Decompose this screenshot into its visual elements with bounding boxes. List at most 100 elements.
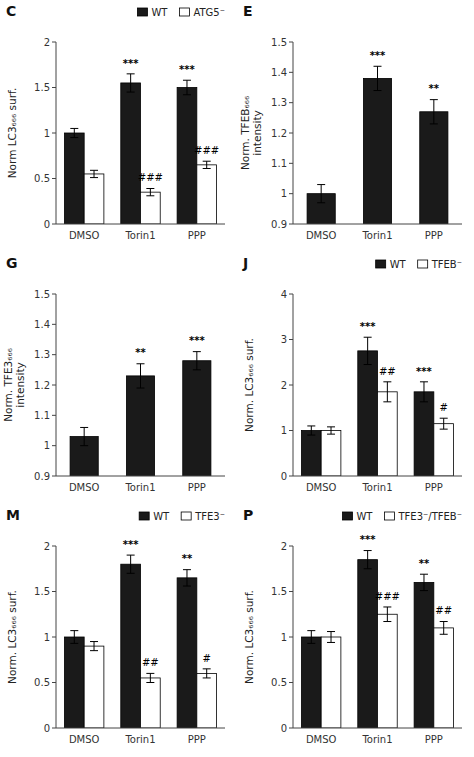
y-tick [52,294,56,295]
y-axis-line [56,42,57,224]
significance-label: *** [416,366,432,377]
x-tick-label: DMSO [306,482,337,493]
legend-swatch [418,260,428,268]
y-tick [52,324,56,325]
y-tick [289,133,293,134]
error-bar-cap [146,188,154,189]
error-bar-stem [367,337,368,364]
y-axis-line [293,546,294,728]
bar [126,376,154,476]
y-tick [289,728,293,729]
y-tick-label: 1.1 [271,158,287,169]
error-bar-cap [317,184,325,185]
y-tick [52,682,56,683]
y-tick-label: 0.9 [271,219,287,230]
error-bar-cap [90,177,98,178]
bar [358,351,378,476]
y-tick [289,102,293,103]
bar [183,361,211,476]
error-bar [137,364,145,388]
y-tick [289,294,293,295]
error-bar [307,631,315,644]
error-bar-cap [203,168,211,169]
y-tick-label: 1 [281,188,287,199]
x-tick-label: PPP [188,482,206,493]
y-tick [52,87,56,88]
y-tick-label: 2 [44,541,50,552]
error-bar-cap [127,73,135,74]
significance-label: ## [142,657,159,668]
error-bar-stem [387,382,388,402]
error-bar-cap [146,673,154,674]
y-tick [289,591,293,592]
error-bar-stem [130,555,131,573]
bar [363,78,391,224]
error-bar-cap [146,195,154,196]
legend-swatch [179,8,189,16]
background [0,0,474,757]
x-axis-line [293,224,462,225]
error-bar-cap [440,621,448,622]
error-bar-cap [383,621,391,622]
bar [141,192,161,224]
bar [321,637,341,728]
error-bar-stem [74,128,75,137]
error-bar-cap [307,435,315,436]
error-bar-cap [127,92,135,93]
error-bar-cap [183,80,191,81]
panel: E0.911.11.21.31.41.5Norm. TFEB₆₆₆intensi… [239,3,462,497]
y-tick-label: 1 [281,632,287,643]
legend-swatch [342,512,352,520]
y-axis-label-line: Norm LC3₆₆₆ surf. [6,88,18,179]
error-bar-cap [307,425,315,426]
error-bar-stem [443,418,444,429]
error-bar-cap [193,351,201,352]
error-bar-cap [327,426,335,427]
error-bar [183,80,191,95]
y-tick [289,339,293,340]
error-bar [146,189,154,196]
significance-label: *** [360,534,376,545]
bar [434,628,454,728]
y-tick [289,72,293,73]
error-bar-cap [137,388,145,389]
y-tick [52,591,56,592]
error-bar-stem [150,673,151,682]
y-tick [289,637,293,638]
error-bar [127,74,135,92]
y-tick-label: 1.5 [34,82,50,93]
bar [414,392,434,476]
x-tick-label: PPP [188,734,206,745]
error-bar-cap [70,128,78,129]
bar [64,133,84,224]
y-axis-label-line: Norm. TFE3₆₆₆ [2,348,14,422]
y-tick-label: 1.5 [34,289,50,300]
error-bar [420,574,428,590]
y-tick-label: 1.4 [34,319,50,330]
plot-marks [301,551,453,728]
error-bar [440,622,448,635]
significance-label: ## [435,605,452,616]
y-tick-label: 2 [281,380,287,391]
y-tick-label: 1.3 [271,97,287,108]
error-bar-stem [196,352,197,370]
y-tick [289,546,293,547]
error-bar-cap [183,94,191,95]
error-bar [203,669,211,678]
legend: WTTFE3⁻ [139,511,225,522]
y-tick [52,224,56,225]
error-bar-cap [80,427,88,428]
y-axis-label-line: Norm. LC3₆₆₆ surf. [6,590,18,684]
bar [197,165,217,224]
legend-label: WT [390,259,407,270]
x-axis-line [293,476,462,477]
y-tick [52,637,56,638]
bar [434,424,454,476]
x-tick-label: Torin1 [361,734,392,745]
legend-label: TFEB⁻ [431,259,462,270]
error-bar-cap [327,642,335,643]
annotations: ******###### [123,58,219,184]
y-tick [289,224,293,225]
significance-label: ** [182,553,193,564]
error-bar-cap [420,590,428,591]
